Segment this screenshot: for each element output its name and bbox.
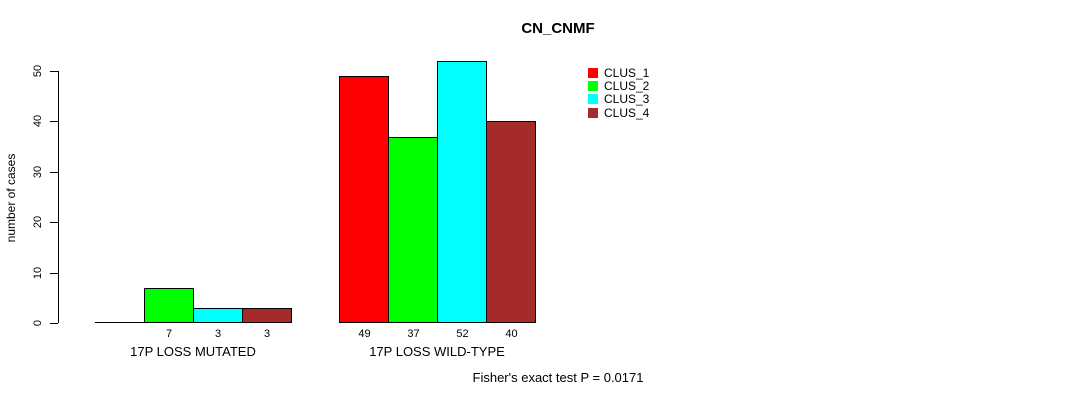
annotation-text: Fisher's exact test P = 0.0171 [472, 370, 644, 385]
y-tick-label: 30 [32, 165, 44, 179]
bar-clus_2-group1 [143, 288, 194, 323]
y-tick [50, 172, 58, 173]
y-tick-label: 50 [32, 64, 44, 78]
y-axis-title: number of cases [4, 153, 18, 243]
x-group-label-mutated: 17P LOSS MUTATED [130, 344, 256, 359]
bar-value-label: 52 [456, 328, 469, 340]
bar-value-label: 37 [407, 328, 420, 340]
bar-value-label: 3 [214, 328, 222, 340]
legend-label: CLUS_3 [604, 92, 650, 107]
bar-value-label: 7 [165, 328, 173, 340]
legend-swatch-clus_2 [588, 80, 598, 91]
bar-clus_3-group1 [192, 308, 243, 323]
x-group-label-wildtype: 17P LOSS WILD-TYPE [369, 344, 505, 359]
y-tick [50, 323, 58, 324]
y-tick [50, 222, 58, 223]
legend-item-clus_4: CLUS_4 [588, 106, 649, 119]
bar-clus_3-group2 [437, 61, 487, 323]
y-tick-label: 0 [32, 319, 44, 327]
y-tick-label: 40 [32, 114, 44, 128]
legend-item-clus_2: CLUS_2 [588, 79, 649, 92]
y-axis-line [58, 71, 59, 323]
bar-clus_1-group1-zero [94, 322, 145, 323]
legend-swatch-clus_4 [588, 107, 598, 118]
bar-clus_2-group2 [388, 137, 438, 323]
bar-value-label: 40 [505, 328, 518, 340]
bar-value-label: 3 [263, 328, 271, 340]
legend-label: CLUS_2 [604, 78, 650, 93]
legend-item-clus_3: CLUS_3 [588, 93, 649, 106]
bar-value-label: 49 [358, 328, 371, 340]
y-tick-label: 20 [32, 215, 44, 229]
chart-title: CN_CNMF [521, 20, 595, 37]
legend-label: CLUS_4 [604, 105, 650, 120]
y-tick-label: 10 [32, 266, 44, 280]
legend-item-clus_1: CLUS_1 [588, 66, 649, 79]
y-tick [50, 71, 58, 72]
legend-swatch-clus_1 [588, 67, 598, 78]
y-tick [50, 273, 58, 274]
legend-label: CLUS_1 [604, 65, 650, 80]
legend-swatch-clus_3 [588, 94, 598, 105]
bar-clus_4-group1 [241, 308, 292, 323]
bar-clus_4-group2 [486, 121, 536, 323]
bar-clus_1-group2 [339, 76, 389, 323]
y-tick [50, 121, 58, 122]
